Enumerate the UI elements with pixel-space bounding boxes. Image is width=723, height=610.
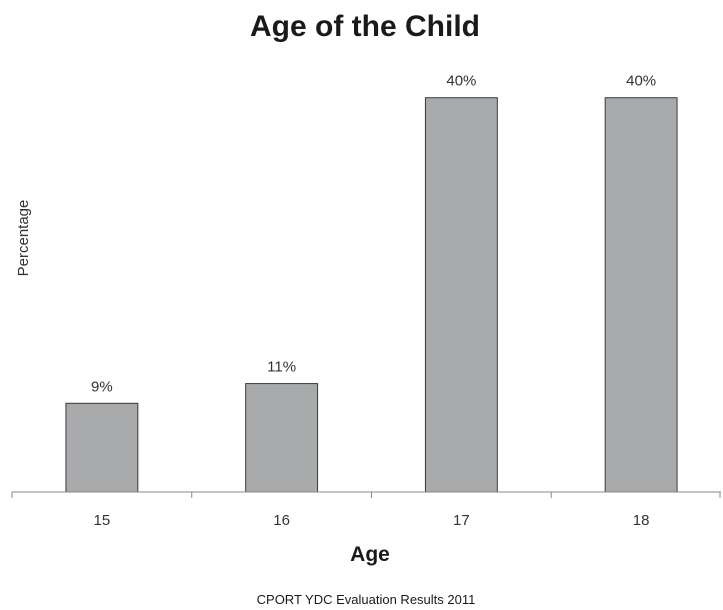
plot-area: 9% 11% 40% 40% xyxy=(65,73,678,493)
bar-16 xyxy=(245,383,319,493)
x-axis-label: Age xyxy=(350,543,390,566)
x-axis-ticks: 15 16 17 18 xyxy=(11,492,721,529)
bar-17 xyxy=(424,97,498,493)
x-tick-label-18: 18 xyxy=(633,512,650,529)
data-label-16: 11% xyxy=(267,359,296,376)
y-axis-label: Percentage xyxy=(15,200,32,277)
chart-title: Age of the Child xyxy=(250,10,480,43)
source-footnote: CPORT YDC Evaluation Results 2011 xyxy=(257,592,476,607)
data-label-17: 40% xyxy=(446,73,476,90)
bar-18 xyxy=(604,97,678,493)
x-tick-label-16: 16 xyxy=(273,512,290,529)
data-label-18: 40% xyxy=(626,73,656,90)
data-label-15: 9% xyxy=(91,378,113,395)
bar-15 xyxy=(65,402,139,493)
x-tick-label-15: 15 xyxy=(94,512,111,529)
x-tick-label-17: 17 xyxy=(453,512,470,529)
